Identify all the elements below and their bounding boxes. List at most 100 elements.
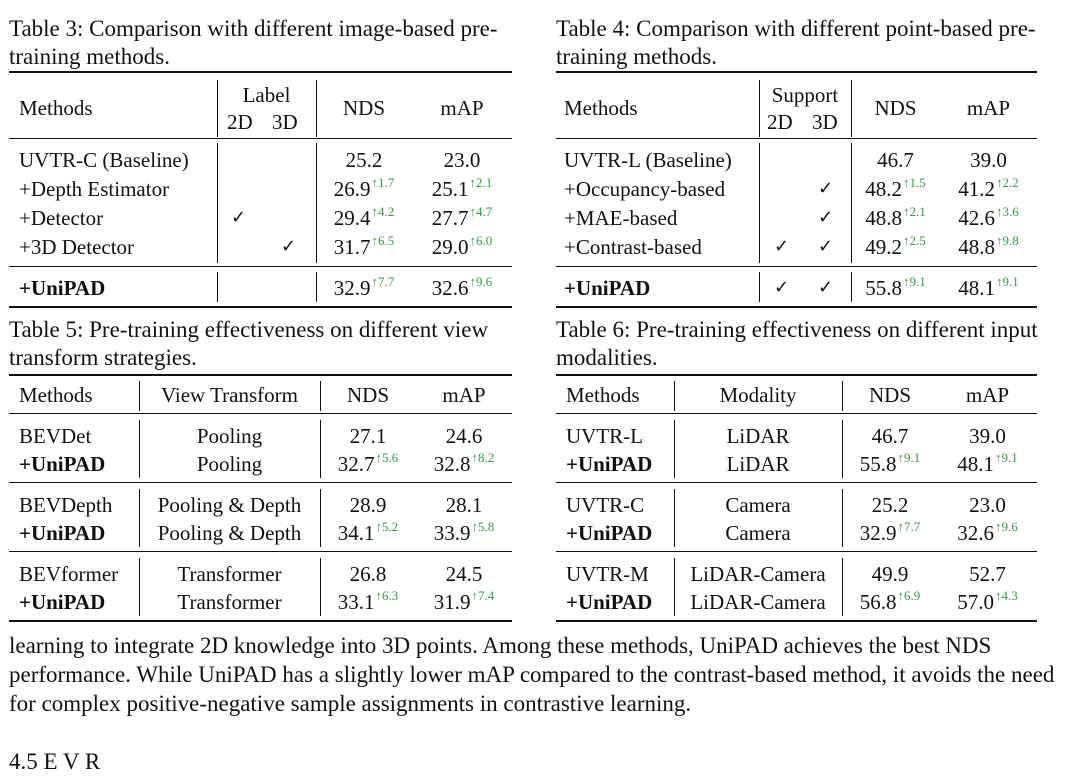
table3-cell-nds: 25.2 bbox=[345, 148, 383, 172]
table6-bottom-rule bbox=[556, 620, 1037, 622]
table3-bottom-rule bbox=[9, 306, 512, 308]
table4-vline bbox=[851, 143, 852, 263]
table6-vline bbox=[842, 381, 843, 411]
table5-vline bbox=[139, 420, 140, 478]
table6-cell-modality: Camera bbox=[725, 493, 791, 517]
table5-group-rule bbox=[9, 482, 512, 483]
table6-header-rule bbox=[556, 413, 1037, 414]
table5-cell-map: 24.5 bbox=[445, 562, 483, 586]
table5-cell-method: +UniPAD bbox=[19, 590, 106, 614]
table6-group-rule bbox=[556, 482, 1037, 483]
table3-cell-map-gain: ↑6.0 bbox=[469, 233, 493, 248]
table5-top-rule bbox=[9, 374, 512, 376]
table5-cell-method: BEVformer bbox=[19, 562, 119, 586]
check-icon: ✓ bbox=[774, 277, 790, 298]
check-icon: ✓ bbox=[231, 207, 247, 228]
table3-header-label: Label bbox=[242, 83, 291, 107]
table5-vline bbox=[139, 489, 140, 547]
table6-cell-modality: LiDAR-Camera bbox=[690, 590, 826, 614]
table4-header-nds: NDS bbox=[874, 96, 917, 120]
table4-top-rule bbox=[556, 71, 1037, 73]
table3-vline bbox=[316, 80, 317, 137]
check-icon: ✓ bbox=[818, 236, 834, 257]
table3-cell-map: 29.0↑6.0 bbox=[431, 233, 493, 259]
table3-top-rule bbox=[9, 71, 512, 73]
table4-cell-method: +UniPAD bbox=[564, 276, 651, 300]
table5-cell-map-gain: ↑5.8 bbox=[471, 519, 495, 534]
table4-caption: Table 4: Comparison with different point… bbox=[556, 16, 1036, 69]
table5-cell-nds-gain: ↑6.3 bbox=[375, 588, 399, 603]
table6-cell-map: 52.7 bbox=[969, 562, 1006, 586]
table5-cell-method: BEVDet bbox=[19, 424, 92, 448]
table4-cell-map: 48.1↑9.1 bbox=[958, 274, 1019, 300]
table6-vline bbox=[842, 420, 843, 478]
table6-cell-method: UVTR-M bbox=[566, 562, 649, 586]
table6-cell-map: 32.6↑9.6 bbox=[957, 519, 1018, 545]
table3-cell-map-gain: ↑4.7 bbox=[469, 204, 493, 219]
table3-header-nds: NDS bbox=[342, 96, 385, 120]
table5-vline bbox=[320, 489, 321, 547]
table4-cell-nds: 48.8↑2.1 bbox=[865, 204, 926, 230]
table6-header-modality: Modality bbox=[719, 383, 797, 407]
table5-cell-nds: 26.8 bbox=[349, 562, 387, 586]
table6-cell-map: 57.0↑4.3 bbox=[957, 588, 1018, 614]
table3-header-3d: 3D bbox=[272, 110, 298, 134]
table5-cell-nds: 34.1↑5.2 bbox=[337, 519, 399, 545]
table5-cell-map: 28.1 bbox=[445, 493, 483, 517]
table4-bottom-rule bbox=[556, 306, 1037, 308]
table4-header-map: mAP bbox=[966, 96, 1011, 120]
table6-group-rule bbox=[556, 551, 1037, 552]
table6-header-map: mAP bbox=[965, 383, 1010, 407]
table5-cell-map: 32.8↑8.2 bbox=[433, 450, 495, 476]
table3-cell-nds-gain: ↑4.2 bbox=[371, 204, 395, 219]
table4-vline bbox=[851, 80, 852, 137]
table4-cell-nds: 46.7 bbox=[877, 148, 914, 172]
table4-cell-map-gain: ↑9.8 bbox=[996, 233, 1019, 248]
table6-caption: Table 6: Pre-training effectiveness on d… bbox=[556, 317, 1038, 370]
table5-cell-view-transform: Pooling bbox=[196, 424, 263, 448]
table5-cell-map: 31.9↑7.4 bbox=[433, 588, 495, 614]
table5-group-rule bbox=[9, 551, 512, 552]
table4-vline bbox=[759, 272, 760, 302]
table5-cell-nds: 28.9 bbox=[349, 493, 387, 517]
table6-cell-map: 39.0 bbox=[969, 424, 1006, 448]
table5-cell-nds: 33.1↑6.3 bbox=[337, 588, 399, 614]
table6-vline bbox=[674, 420, 675, 478]
table4-cell-method: +Occupancy-based bbox=[564, 177, 726, 201]
table4-header-rule bbox=[556, 138, 1037, 139]
table3-cell-method: UVTR-C (Baseline) bbox=[19, 148, 189, 172]
check-icon: ✓ bbox=[818, 207, 834, 228]
table6-cell-method: +UniPAD bbox=[566, 452, 653, 476]
table6-cell-modality: Camera bbox=[725, 521, 791, 545]
table6-cell-modality: LiDAR-Camera bbox=[690, 562, 826, 586]
table6-cell-nds: 46.7 bbox=[871, 424, 909, 448]
table6-cell-nds: 49.9 bbox=[871, 562, 909, 586]
table6-cell-map-gain: ↑9.6 bbox=[995, 519, 1018, 534]
table5-header-nds: NDS bbox=[346, 383, 389, 407]
table5-header-rule bbox=[9, 413, 512, 414]
table4-cell-method: +Contrast-based bbox=[564, 235, 702, 259]
next-section-heading: 4.5 E V R bbox=[9, 749, 101, 774]
table6-cell-nds-gain: ↑6.9 bbox=[897, 588, 921, 603]
table6-cell-modality: LiDAR bbox=[726, 452, 790, 476]
table6-vline bbox=[842, 558, 843, 616]
table4-cell-nds-gain: ↑1.5 bbox=[903, 175, 926, 190]
table6-vline bbox=[674, 381, 675, 411]
table3-cell-method: +3D Detector bbox=[19, 235, 135, 259]
table3-cell-nds-gain: ↑6.5 bbox=[371, 233, 395, 248]
table4-cell-nds: 55.8↑9.1 bbox=[865, 274, 926, 300]
table3-vline bbox=[316, 272, 317, 302]
table4-vline bbox=[759, 143, 760, 263]
table4-cell-map: 39.0 bbox=[970, 148, 1007, 172]
table6-cell-map-gain: ↑4.3 bbox=[995, 588, 1018, 603]
table4-header-3d: 3D bbox=[812, 110, 838, 134]
table3-cell-map: 23.0 bbox=[443, 148, 481, 172]
table3-cell-nds: 31.7↑6.5 bbox=[333, 233, 395, 259]
table3-cell-method: +Depth Estimator bbox=[19, 177, 170, 201]
table6-cell-modality: LiDAR bbox=[726, 424, 790, 448]
table5-caption: Table 5: Pre-training effectiveness on d… bbox=[9, 317, 489, 370]
table3-cell-nds-gain: ↑7.7 bbox=[371, 274, 395, 289]
table6-cell-nds: 25.2 bbox=[871, 493, 909, 517]
table4-cell-map: 41.2↑2.2 bbox=[958, 175, 1019, 201]
check-icon: ✓ bbox=[818, 178, 834, 199]
